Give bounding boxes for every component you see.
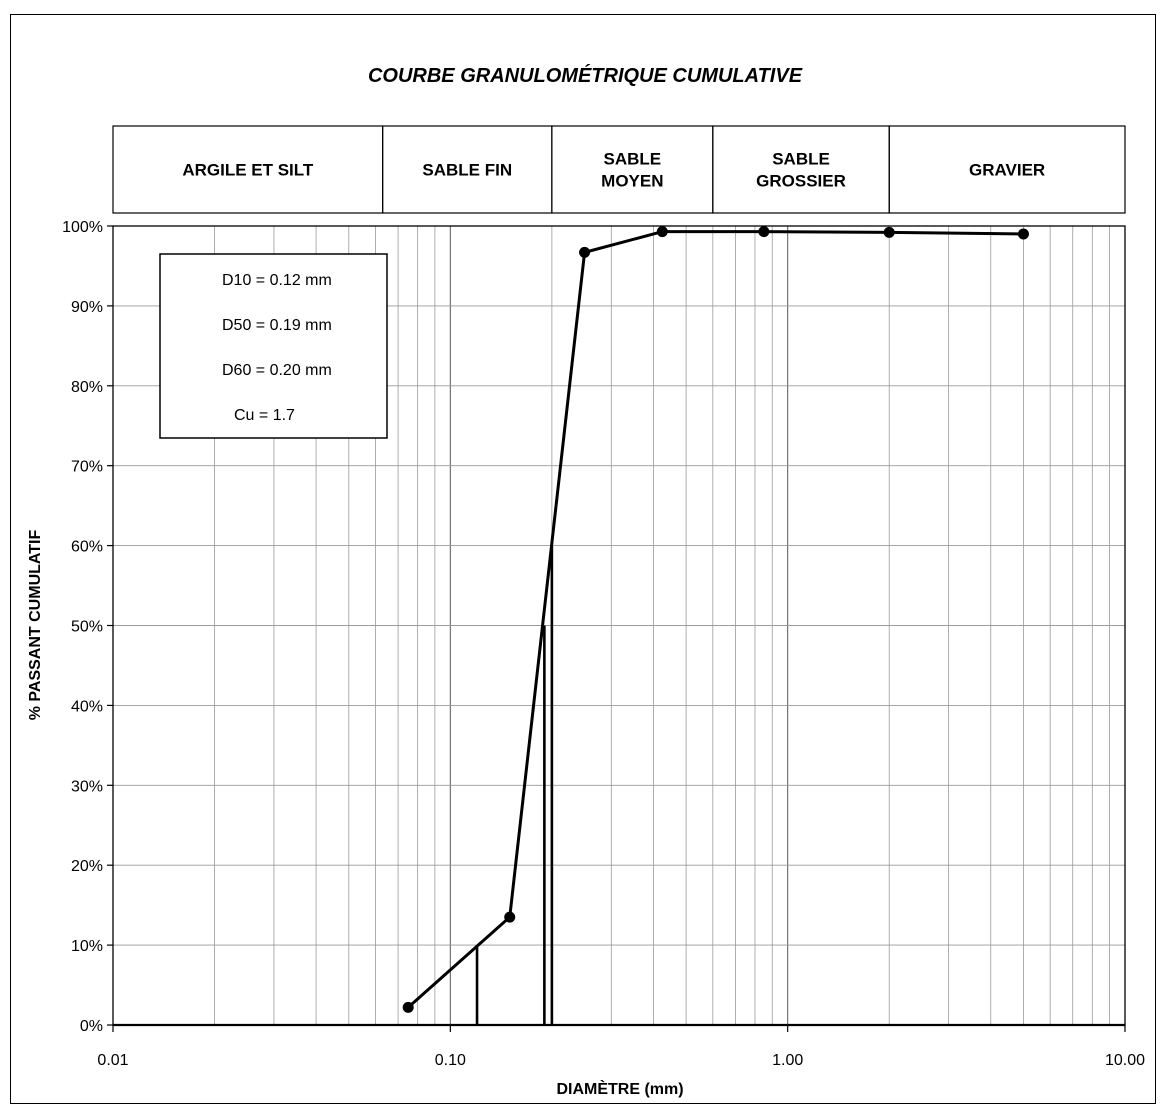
chart-title: COURBE GRANULOMÉTRIQUE CUMULATIVE [368, 64, 803, 87]
size-class-band [551, 125, 714, 214]
x-tick-label: 0.10 [435, 1052, 466, 1069]
size-class-label: GRAVIER [969, 161, 1045, 180]
data-series [402, 226, 1029, 1013]
size-class-label: SABLE [604, 150, 662, 169]
stats-line: Cu = 1.7 [234, 407, 295, 424]
y-tick-label: 10% [71, 938, 103, 955]
y-tick-label: 80% [71, 379, 103, 396]
stats-line: D60 = 0.20 mm [222, 362, 332, 379]
x-tick-label: 10.00 [1105, 1052, 1145, 1069]
size-class-label: MOYEN [601, 172, 663, 191]
chart-frame [10, 14, 1156, 1104]
stats-line: D50 = 0.19 mm [222, 317, 332, 334]
y-tick-label: 100% [62, 219, 103, 236]
y-axis-label: % PASSANT CUMULATIF [27, 530, 44, 721]
y-tick-label: 70% [71, 459, 103, 476]
size-class-band [712, 125, 890, 214]
data-point [1017, 228, 1029, 240]
data-point [883, 226, 895, 238]
stats-box: D10 = 0.12 mm D50 = 0.19 mm D60 = 0.20 mm C… [159, 253, 388, 439]
x-tick-label: 0.01 [97, 1052, 128, 1069]
stats-line: D10 = 0.12 mm [222, 272, 332, 289]
size-class-label: SABLE [772, 150, 830, 169]
y-tick-label: 30% [71, 778, 103, 795]
axes: 0% 10% 20% 30% 40% 50% 60% 70% 80% 90% 100% 0.01 0.1… [62, 219, 1145, 1069]
x-tick-label: 1.00 [772, 1052, 803, 1069]
x-axis-label: DIAMÈTRE (mm) [556, 1079, 683, 1098]
size-class-label: ARGILE ET SILT [182, 161, 314, 180]
data-point [504, 911, 516, 923]
size-class-bands: ARGILE ET SILT SABLE FIN SABLE MOYEN SABLE GR… [112, 125, 1126, 214]
size-class-label: SABLE FIN [422, 161, 512, 180]
stats-box-border [159, 253, 388, 439]
reference-lines [475, 545, 554, 1025]
series-line [407, 230, 1024, 1009]
y-tick-label: 50% [71, 619, 103, 636]
y-tick-label: 20% [71, 858, 103, 875]
y-tick-label: 40% [71, 698, 103, 715]
size-class-band [888, 125, 1126, 214]
data-point [656, 226, 668, 238]
data-point [758, 226, 770, 238]
data-point [402, 1001, 414, 1013]
y-tick-label: 60% [71, 539, 103, 556]
size-class-label: GROSSIER [756, 172, 846, 191]
y-tick-label: 0% [80, 1018, 103, 1035]
data-point [579, 246, 591, 258]
y-tick-label: 90% [71, 299, 103, 316]
